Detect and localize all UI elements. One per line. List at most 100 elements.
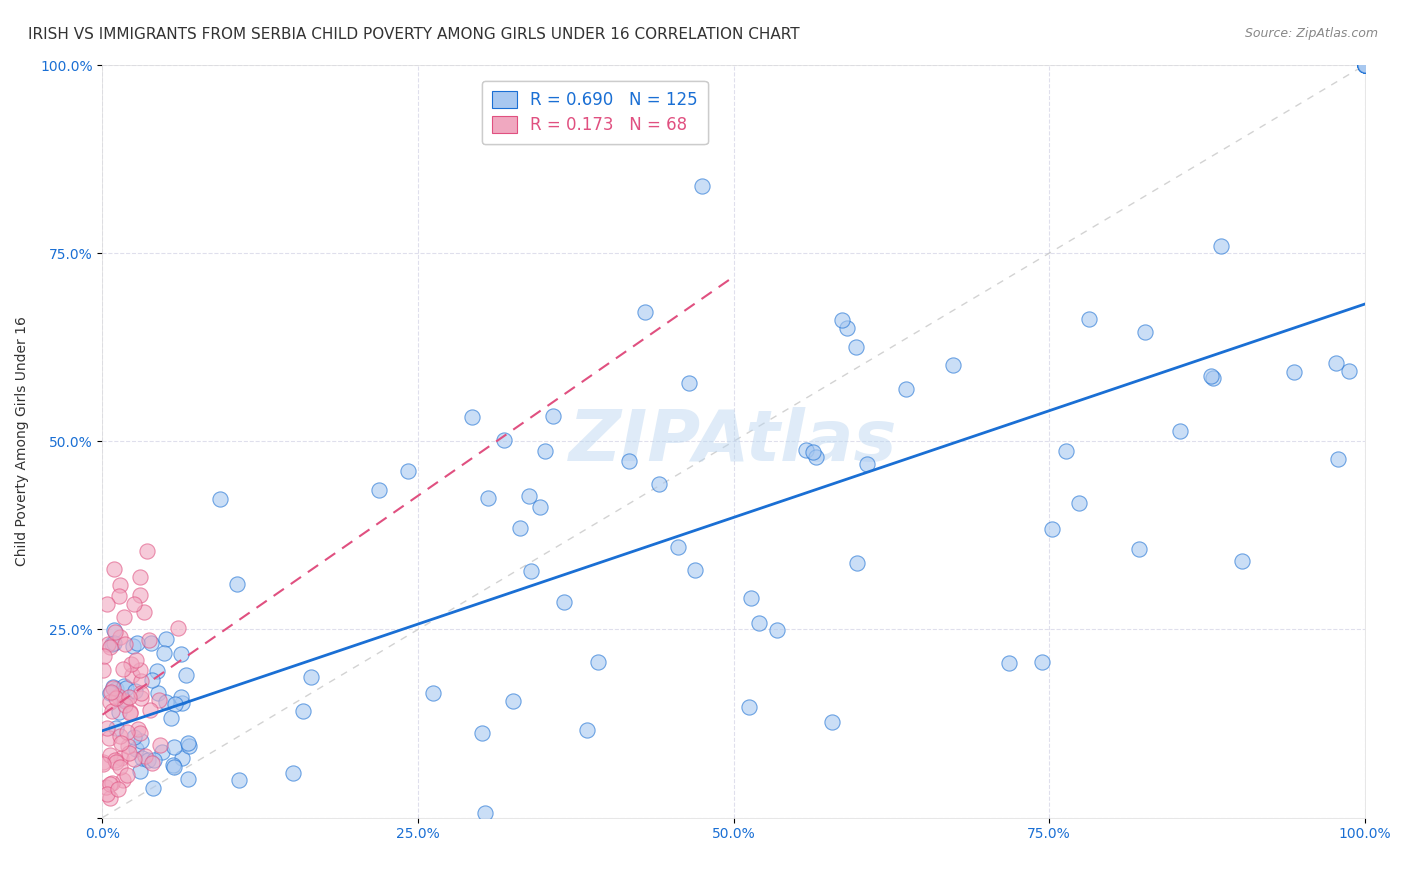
Point [678, 376, 700, 390]
Point [738, 699, 761, 714]
Point [142, 780, 165, 795]
Point [103, 636, 125, 650]
Text: ZIPAtlas: ZIPAtlas [569, 407, 898, 475]
Point [107, 782, 129, 797]
Point [396, 463, 419, 477]
Point [100, 685, 122, 699]
Point [150, 745, 173, 759]
Point [124, 752, 146, 766]
Point [170, 690, 193, 704]
Point [170, 647, 193, 661]
Point [292, 704, 315, 718]
Point [96, 787, 118, 801]
Point [134, 748, 156, 763]
Point [845, 340, 868, 354]
Point [135, 543, 157, 558]
Point [103, 624, 125, 639]
Point [283, 766, 305, 780]
Point [139, 703, 162, 717]
Point [998, 657, 1021, 671]
Point [129, 734, 152, 748]
Point [177, 772, 200, 786]
Point [155, 632, 177, 647]
Point [125, 653, 148, 667]
Point [127, 723, 149, 737]
Point [155, 848, 177, 863]
Point [103, 623, 125, 637]
Point [1354, 58, 1376, 72]
Point [131, 751, 153, 765]
Point [122, 597, 145, 611]
Point [1069, 495, 1091, 509]
Point [1354, 58, 1376, 72]
Point [477, 491, 499, 505]
Point [138, 848, 160, 863]
Point [316, 848, 339, 863]
Point [422, 686, 444, 700]
Point [633, 305, 655, 319]
Point [146, 685, 169, 699]
Point [104, 722, 127, 736]
Point [740, 591, 762, 606]
Point [142, 753, 165, 767]
Point [114, 694, 136, 708]
Point [101, 637, 124, 651]
Point [118, 746, 141, 760]
Point [1202, 370, 1225, 384]
Point [576, 723, 599, 738]
Point [941, 358, 963, 372]
Point [101, 704, 124, 718]
Point [132, 605, 155, 619]
Point [141, 848, 163, 863]
Point [105, 755, 128, 769]
Point [104, 753, 127, 767]
Point [668, 540, 690, 554]
Point [474, 805, 496, 820]
Point [172, 696, 194, 710]
Point [118, 706, 141, 720]
Point [509, 521, 531, 535]
Point [101, 776, 124, 790]
Point [1054, 444, 1077, 458]
Point [806, 450, 828, 465]
Point [163, 760, 186, 774]
Point [160, 711, 183, 725]
Point [690, 179, 713, 194]
Point [139, 636, 162, 650]
Point [131, 685, 153, 699]
Point [97, 637, 120, 651]
Point [766, 623, 789, 637]
Point [110, 730, 132, 744]
Point [117, 724, 139, 739]
Point [112, 692, 135, 706]
Point [299, 670, 322, 684]
Point [129, 764, 152, 779]
Point [209, 491, 232, 506]
Point [96, 597, 118, 611]
Point [1354, 58, 1376, 72]
Point [846, 556, 869, 570]
Text: Source: ZipAtlas.com: Source: ZipAtlas.com [1244, 27, 1378, 40]
Point [112, 679, 135, 693]
Point [98, 731, 121, 745]
Point [103, 562, 125, 576]
Point [489, 841, 512, 855]
Point [1040, 522, 1063, 536]
Point [136, 754, 159, 768]
Point [173, 825, 195, 839]
Point [108, 630, 131, 644]
Point [471, 726, 494, 740]
Point [149, 739, 172, 753]
Point [122, 730, 145, 744]
Point [108, 589, 131, 603]
Point [619, 454, 641, 468]
Point [1354, 58, 1376, 72]
Point [115, 768, 138, 782]
Point [155, 695, 177, 709]
Point [98, 747, 121, 762]
Point [93, 755, 115, 769]
Point [112, 662, 135, 676]
Point [124, 683, 146, 698]
Point [103, 681, 125, 695]
Point [1354, 58, 1376, 72]
